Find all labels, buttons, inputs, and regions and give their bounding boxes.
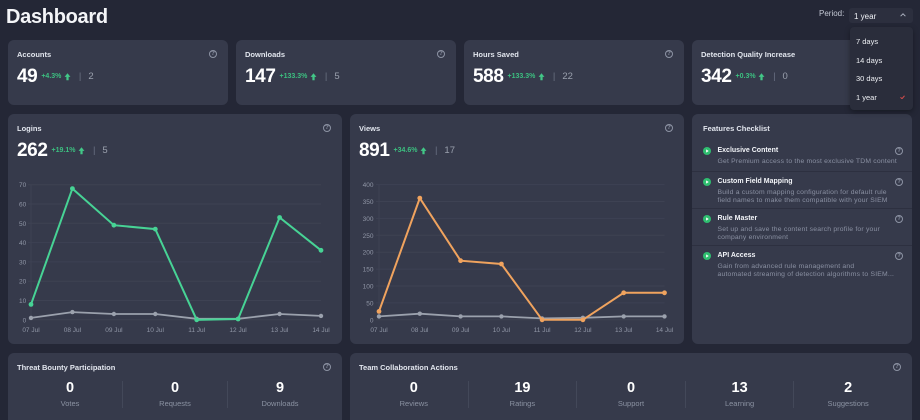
svg-text:60: 60 xyxy=(19,202,27,209)
svg-text:09 Jul: 09 Jul xyxy=(452,327,470,334)
svg-text:07 Jul: 07 Jul xyxy=(22,327,40,334)
svg-text:0: 0 xyxy=(23,317,27,324)
svg-text:08 Jul: 08 Jul xyxy=(411,327,429,334)
svg-text:300: 300 xyxy=(363,216,374,223)
svg-text:10 Jul: 10 Jul xyxy=(493,327,511,334)
svg-text:12 Jul: 12 Jul xyxy=(574,327,592,334)
svg-text:14 Jul: 14 Jul xyxy=(656,327,674,334)
svg-text:13 Jul: 13 Jul xyxy=(615,327,633,334)
svg-text:14 Jul: 14 Jul xyxy=(312,327,330,334)
svg-text:400: 400 xyxy=(363,182,374,189)
svg-text:350: 350 xyxy=(363,199,374,206)
svg-text:07 Jul: 07 Jul xyxy=(370,327,388,334)
svg-text:13 Jul: 13 Jul xyxy=(271,327,289,334)
svg-text:08 Jul: 08 Jul xyxy=(64,327,82,334)
svg-text:11 Jul: 11 Jul xyxy=(188,327,205,334)
svg-text:70: 70 xyxy=(19,182,27,189)
svg-text:10: 10 xyxy=(19,298,27,305)
svg-text:50: 50 xyxy=(19,221,27,228)
svg-text:30: 30 xyxy=(19,259,27,266)
svg-text:250: 250 xyxy=(363,233,374,240)
svg-text:20: 20 xyxy=(19,279,27,286)
svg-text:50: 50 xyxy=(366,300,374,307)
svg-text:200: 200 xyxy=(363,250,374,257)
svg-text:40: 40 xyxy=(19,240,27,247)
svg-text:11 Jul: 11 Jul xyxy=(534,327,551,334)
svg-text:09 Jul: 09 Jul xyxy=(105,327,123,334)
svg-text:150: 150 xyxy=(363,267,374,274)
svg-text:12 Jul: 12 Jul xyxy=(229,327,247,334)
svg-text:10 Jul: 10 Jul xyxy=(147,327,165,334)
svg-text:0: 0 xyxy=(370,317,374,324)
svg-text:100: 100 xyxy=(363,284,374,291)
